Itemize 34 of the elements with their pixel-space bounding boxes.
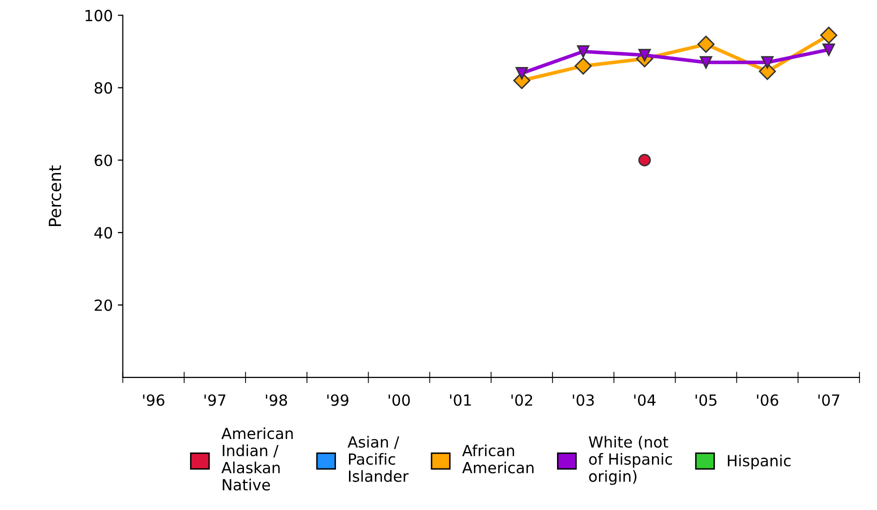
x-tick-label: '00 bbox=[388, 394, 410, 406]
x-tick-label: '02 bbox=[511, 394, 532, 406]
y-tick-label: 80 bbox=[94, 82, 112, 94]
y-tick-label: 40 bbox=[94, 227, 112, 239]
y-tick-label: 20 bbox=[94, 299, 112, 311]
x-tick-label: '07 bbox=[818, 394, 840, 406]
x-tick-label: '05 bbox=[696, 394, 716, 406]
legend-label: White (not of Hispanic origin) bbox=[588, 436, 672, 485]
x-tick-label: '98 bbox=[266, 394, 288, 406]
x-tick-label: '97 bbox=[204, 394, 226, 406]
x-tick-label: '06 bbox=[757, 394, 778, 406]
point bbox=[758, 62, 776, 80]
x-tick-label: '01 bbox=[450, 394, 471, 406]
point bbox=[761, 56, 774, 69]
point bbox=[574, 57, 592, 75]
y-tick-label: 100 bbox=[86, 10, 112, 22]
point bbox=[820, 26, 838, 44]
point bbox=[516, 66, 528, 80]
legend-label: Asian / Pacific Islander bbox=[348, 436, 409, 482]
point bbox=[697, 36, 715, 53]
point bbox=[638, 154, 651, 166]
legend-label: African American bbox=[462, 444, 534, 474]
x-tick-label: '03 bbox=[572, 394, 594, 406]
point bbox=[700, 56, 712, 69]
legend-label: Hispanic bbox=[728, 454, 791, 470]
point bbox=[638, 48, 651, 62]
x-tick-label: '04 bbox=[634, 394, 656, 406]
x-tick-label: '99 bbox=[327, 394, 348, 406]
x-tick-label: '96 bbox=[143, 394, 164, 406]
point bbox=[822, 43, 836, 56]
y-tick-label: 60 bbox=[94, 154, 112, 166]
y-axis-title: Percent bbox=[48, 165, 62, 226]
legend-label: American Indian / Alaskan Native bbox=[221, 427, 293, 491]
point bbox=[576, 45, 590, 58]
